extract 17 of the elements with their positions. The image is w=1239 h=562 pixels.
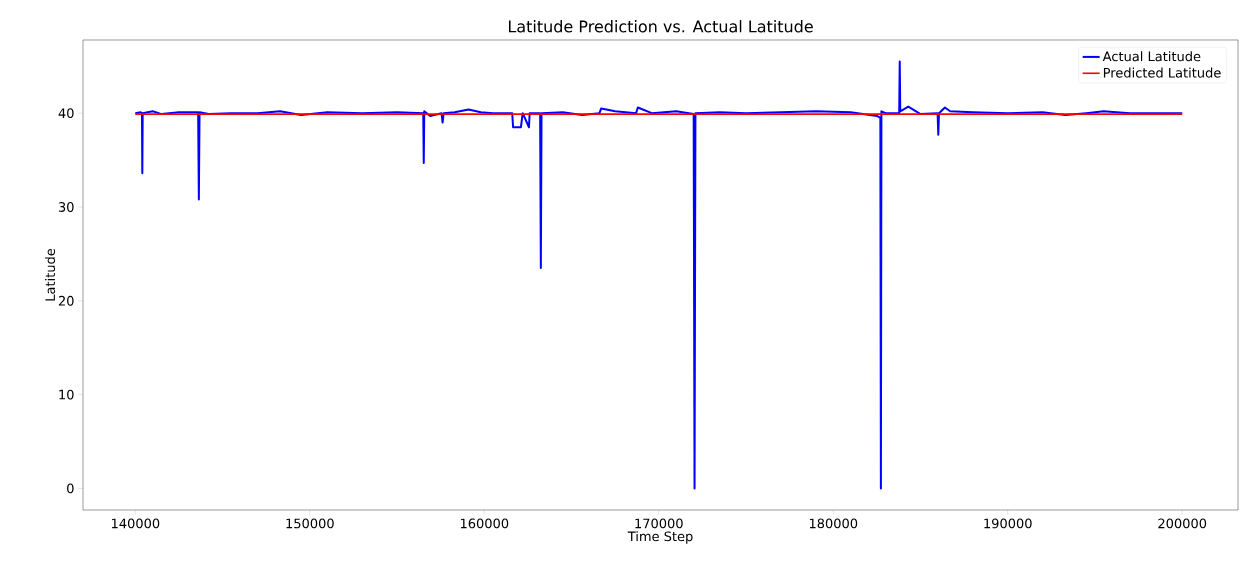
chart-title: Latitude Prediction vs. Actual Latitude [508,20,813,33]
x-tick-label: 170000 [635,518,683,529]
x-tick-label: 150000 [286,518,334,529]
y-tick-label: 20 [58,295,74,306]
x-tick-label: 200000 [1158,518,1207,529]
x-tick-label: 140000 [111,518,160,529]
x-tick-label: 190000 [984,518,1032,529]
legend-label: Predicted Latitude [1103,67,1221,78]
legend-label: Actual Latitude [1102,51,1201,62]
y-axis-title: Latitude [45,248,56,301]
x-axis-title: Time Step [627,531,693,544]
y-tick-label: 40 [58,108,74,119]
y-tick-label: 0 [67,483,74,494]
y-tick-label: 10 [59,389,74,400]
x-tick-label: 160000 [460,518,509,529]
x-tick-label: 180000 [809,518,858,529]
y-tick-label: 30 [58,202,74,212]
